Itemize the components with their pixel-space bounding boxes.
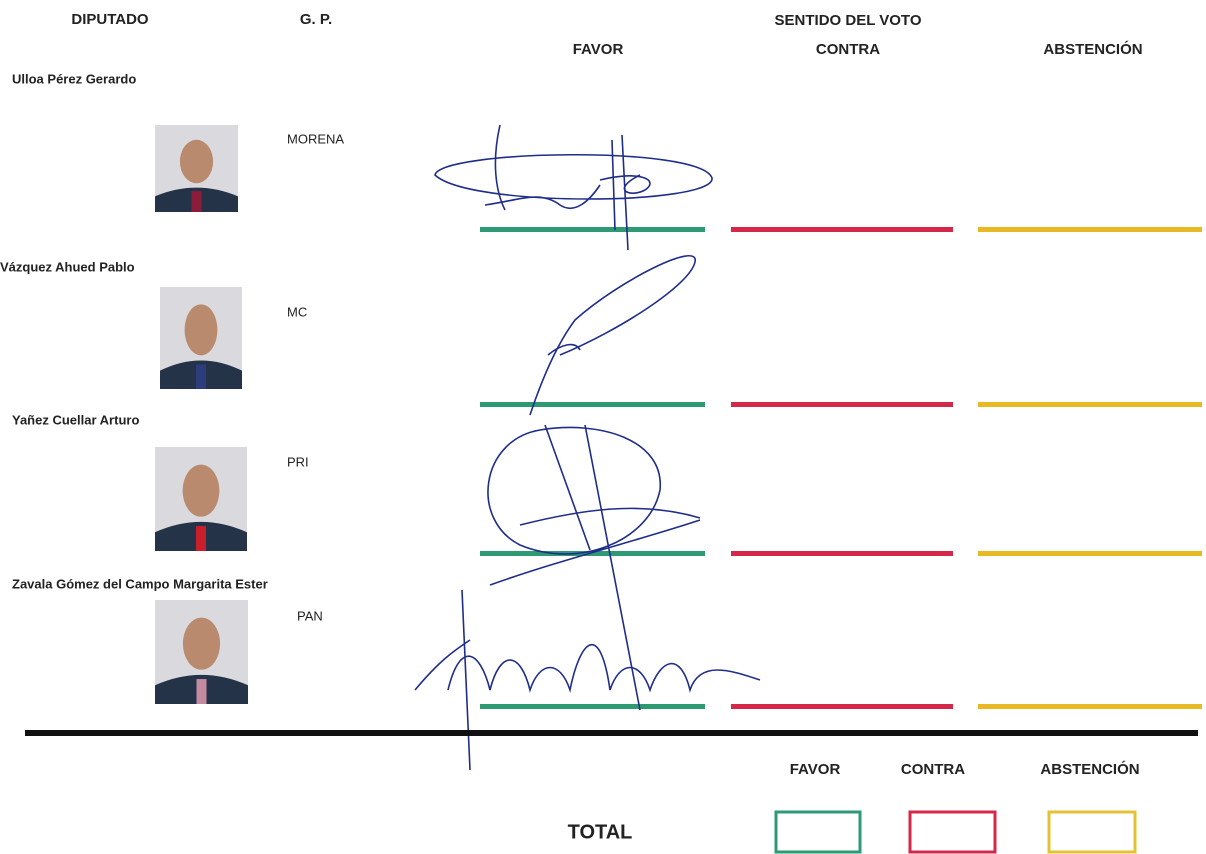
header-vote: SENTIDO DEL VOTO bbox=[775, 12, 922, 29]
party: PRI bbox=[287, 454, 309, 469]
photo-face bbox=[179, 139, 214, 184]
against-line bbox=[731, 402, 953, 407]
signature bbox=[414, 589, 761, 771]
party: MORENA bbox=[287, 131, 344, 146]
abstention-line bbox=[978, 551, 1202, 556]
total-label: TOTAL bbox=[568, 821, 633, 843]
signature bbox=[434, 124, 713, 251]
deputy-name: Zavala Gómez del Campo Margarita Ester bbox=[12, 576, 268, 591]
header-favor: FAVOR bbox=[573, 41, 624, 58]
photo-tie bbox=[196, 526, 206, 551]
photo-face bbox=[182, 464, 220, 517]
total-against-box bbox=[908, 810, 997, 854]
header-abstention: ABSTENCIÓN bbox=[1043, 40, 1142, 58]
signatures bbox=[414, 124, 761, 771]
total-abstention-label: ABSTENCIÓN bbox=[1040, 760, 1139, 778]
deputy-name: Vázquez Ahued Pablo bbox=[0, 259, 135, 274]
party: MC bbox=[287, 304, 307, 319]
deputy-name: Ulloa Pérez Gerardo bbox=[12, 71, 136, 86]
against-line bbox=[731, 704, 953, 709]
total-against-label: CONTRA bbox=[901, 761, 965, 778]
photo-tie bbox=[191, 191, 202, 212]
photo-face bbox=[182, 617, 221, 670]
photo-tie bbox=[196, 679, 207, 704]
signature bbox=[529, 254, 696, 416]
total-favor-box bbox=[774, 810, 862, 854]
party: PAN bbox=[297, 608, 323, 623]
deputy-name: Yañez Cuellar Arturo bbox=[12, 412, 139, 427]
against-line bbox=[731, 227, 953, 232]
favor-line bbox=[480, 704, 705, 709]
header-deputy: DIPUTADO bbox=[71, 11, 149, 28]
favor-line bbox=[480, 402, 705, 407]
photo-tie bbox=[196, 364, 206, 389]
abstention-line bbox=[978, 704, 1202, 709]
divider bbox=[25, 730, 1198, 736]
header-against: CONTRA bbox=[816, 41, 880, 58]
photo-face bbox=[184, 304, 218, 356]
total-favor-label: FAVOR bbox=[790, 761, 841, 778]
rows: Ulloa Pérez Gerardo MORENA Vázquez Ahued P… bbox=[0, 71, 1202, 709]
favor-line bbox=[480, 551, 705, 556]
favor-line bbox=[480, 227, 705, 232]
abstention-line bbox=[978, 227, 1202, 232]
total-abstention-box bbox=[1047, 810, 1137, 854]
signature bbox=[487, 424, 701, 711]
against-line bbox=[731, 551, 953, 556]
header-group: G. P. bbox=[300, 11, 332, 28]
abstention-line bbox=[978, 402, 1202, 407]
